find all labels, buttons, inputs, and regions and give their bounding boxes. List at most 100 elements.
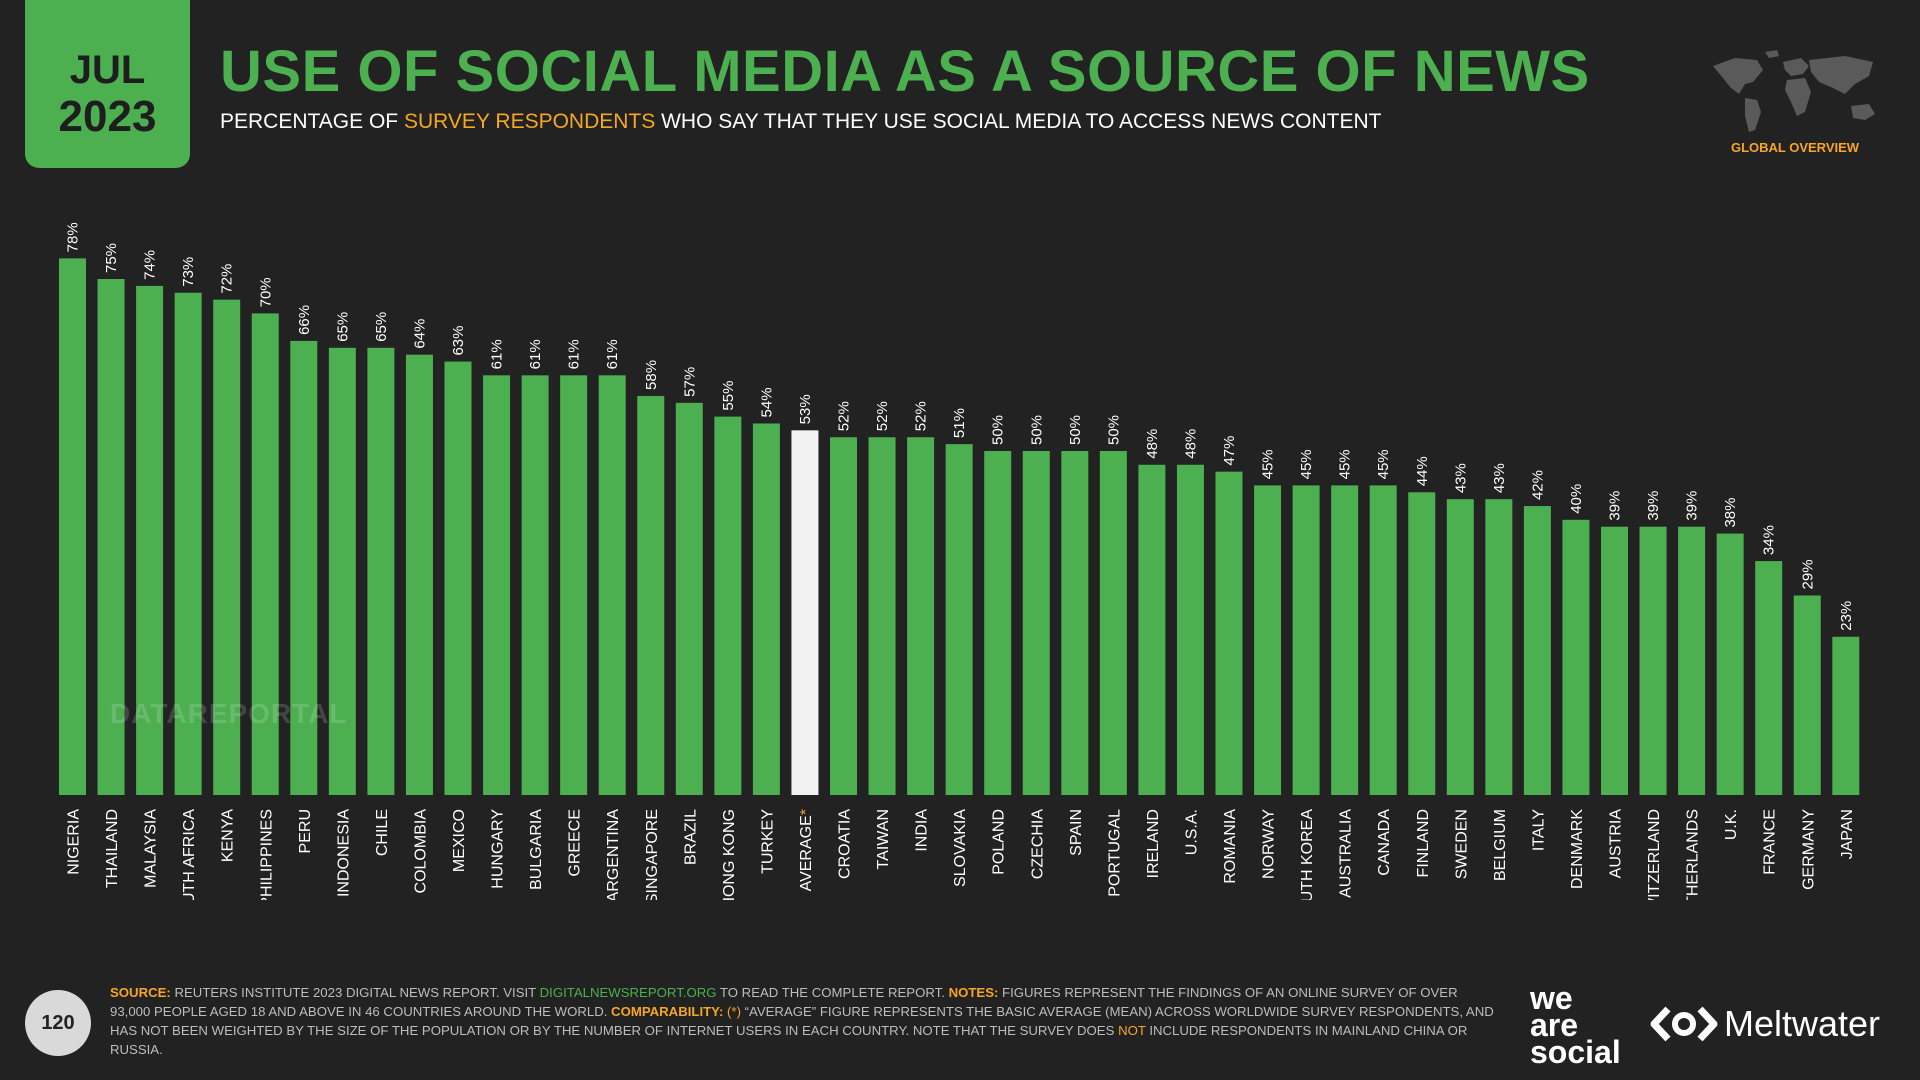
category-label: FINLAND [1415,809,1432,877]
comparability-marker: (*) [723,1004,741,1019]
value-label: 63% [450,326,467,356]
value-label: 53% [797,394,814,424]
value-label: 45% [1375,449,1392,479]
value-label: 57% [681,367,698,397]
comparability-label: COMPARABILITY: [611,1004,724,1019]
value-label: 45% [1260,449,1277,479]
category-label: CHILE [374,809,391,856]
value-label: 29% [1799,559,1816,589]
category-label: BRAZIL [682,809,699,865]
category-label: SWEDEN [1453,809,1470,879]
value-label: 38% [1722,498,1739,528]
value-label: 43% [1491,463,1508,493]
value-label: 64% [411,319,428,349]
value-label: 45% [1337,449,1354,479]
we-are-social-line-2: are [1530,1007,1579,1043]
value-label: 75% [103,243,120,273]
category-label: GREECE [567,809,584,877]
subtitle-highlight: SURVEY RESPONDENTS [403,110,656,133]
category-label: CANADA [1376,809,1393,876]
value-label: 48% [1182,429,1199,459]
category-label: BULGARIA [528,809,545,890]
value-label: 55% [720,381,737,411]
bar-average [791,430,819,795]
category-label: KENYA [220,809,237,862]
value-label: 72% [219,264,236,294]
category-label: U.K. [1723,809,1740,840]
bar-ireland [1138,464,1166,795]
category-label: AUSTRIA [1608,809,1625,879]
bar-switzerland [1639,526,1667,795]
category-label: JAPAN [1839,809,1856,859]
category-label: INDONESIA [335,809,352,897]
bar-turkey [752,423,780,795]
bar-thailand [97,279,125,795]
value-label: 42% [1529,470,1546,500]
value-label: 61% [527,339,544,369]
category-label: SOUTH KOREA [1299,809,1316,900]
category-label: PERU [297,809,314,853]
meltwater-icon [1650,1006,1718,1042]
bar-taiwan [868,437,896,795]
category-label: ARGENTINA [605,809,622,900]
value-label: 73% [180,257,197,287]
category-label: SPAIN [1068,809,1085,856]
category-label: POLAND [991,809,1008,875]
bar-hungary [483,375,511,795]
bar-czechia [1022,451,1050,795]
category-label: NIGERIA [66,809,83,875]
value-label: 61% [604,339,621,369]
source-text: REUTERS INSTITUTE 2023 DIGITAL NEWS REPO… [170,985,540,1000]
value-label: 54% [758,387,775,417]
region-label: GLOBAL OVERVIEW [1730,140,1860,155]
value-label: 52% [874,401,891,431]
value-label: 40% [1568,484,1585,514]
bar-finland [1408,492,1436,795]
bar-france [1755,561,1783,795]
bar-australia [1331,485,1359,795]
comparability-not: NOT [1118,1023,1146,1038]
world-map-icon [1713,50,1875,132]
value-label: 39% [1645,491,1662,521]
comparability-text: “AVERAGE” FIGURE REPRESENTS THE BASIC AV… [110,1004,1494,1038]
value-label: 50% [1028,415,1045,445]
value-label: 45% [1298,449,1315,479]
category-label: NETHERLANDS [1685,809,1702,900]
bar-indonesia [328,347,356,795]
bar-bulgaria [521,375,549,795]
we-are-social-logo: we are social [1530,980,1621,1068]
source-footnote: SOURCE: REUTERS INSTITUTE 2023 DIGITAL N… [110,983,1500,1059]
value-label: 48% [1144,429,1161,459]
bar-belgium [1485,499,1513,795]
value-label: 70% [257,277,274,307]
bar-sweden [1446,499,1474,795]
meltwater-wordmark: Meltwater [1724,1003,1881,1044]
source-link[interactable]: DIGITALNEWSREPORT.ORG [539,985,717,1000]
category-label: NORWAY [1261,809,1278,879]
badge-year: 2023 [58,92,157,141]
category-label: ITALY [1530,809,1547,851]
notes-label: NOTES: [948,985,999,1000]
value-label: 23% [1838,601,1855,631]
category-label: MEXICO [451,809,468,872]
date-badge: JUL 2023 [25,0,190,168]
comparability-text-2: INCLUDE RESPONDENTS IN MAINLAND CHINA OR… [110,1023,1468,1057]
source-text-2: TO READ THE COMPLETE REPORT. [716,985,949,1000]
datareportal-watermark: DATAREPORTAL [110,698,348,729]
bar-poland [984,451,1012,795]
category-label: SLOVAKIA [952,809,969,887]
value-label: 61% [489,339,506,369]
bar-singapore [637,395,665,795]
bar-spain [1061,451,1089,795]
bar-portugal [1099,451,1127,795]
bar-italy [1523,506,1551,795]
subtitle-pre: PERCENTAGE OF [220,110,404,133]
category-label: TAIWAN [875,809,892,869]
value-label: 78% [65,222,82,252]
we-are-social-line-1: we [1530,980,1573,1016]
category-label: ROMANIA [1222,809,1239,884]
bar-greece [560,375,588,795]
bar-mexico [444,361,472,795]
value-label: 65% [334,312,351,342]
value-label: 47% [1221,436,1238,466]
